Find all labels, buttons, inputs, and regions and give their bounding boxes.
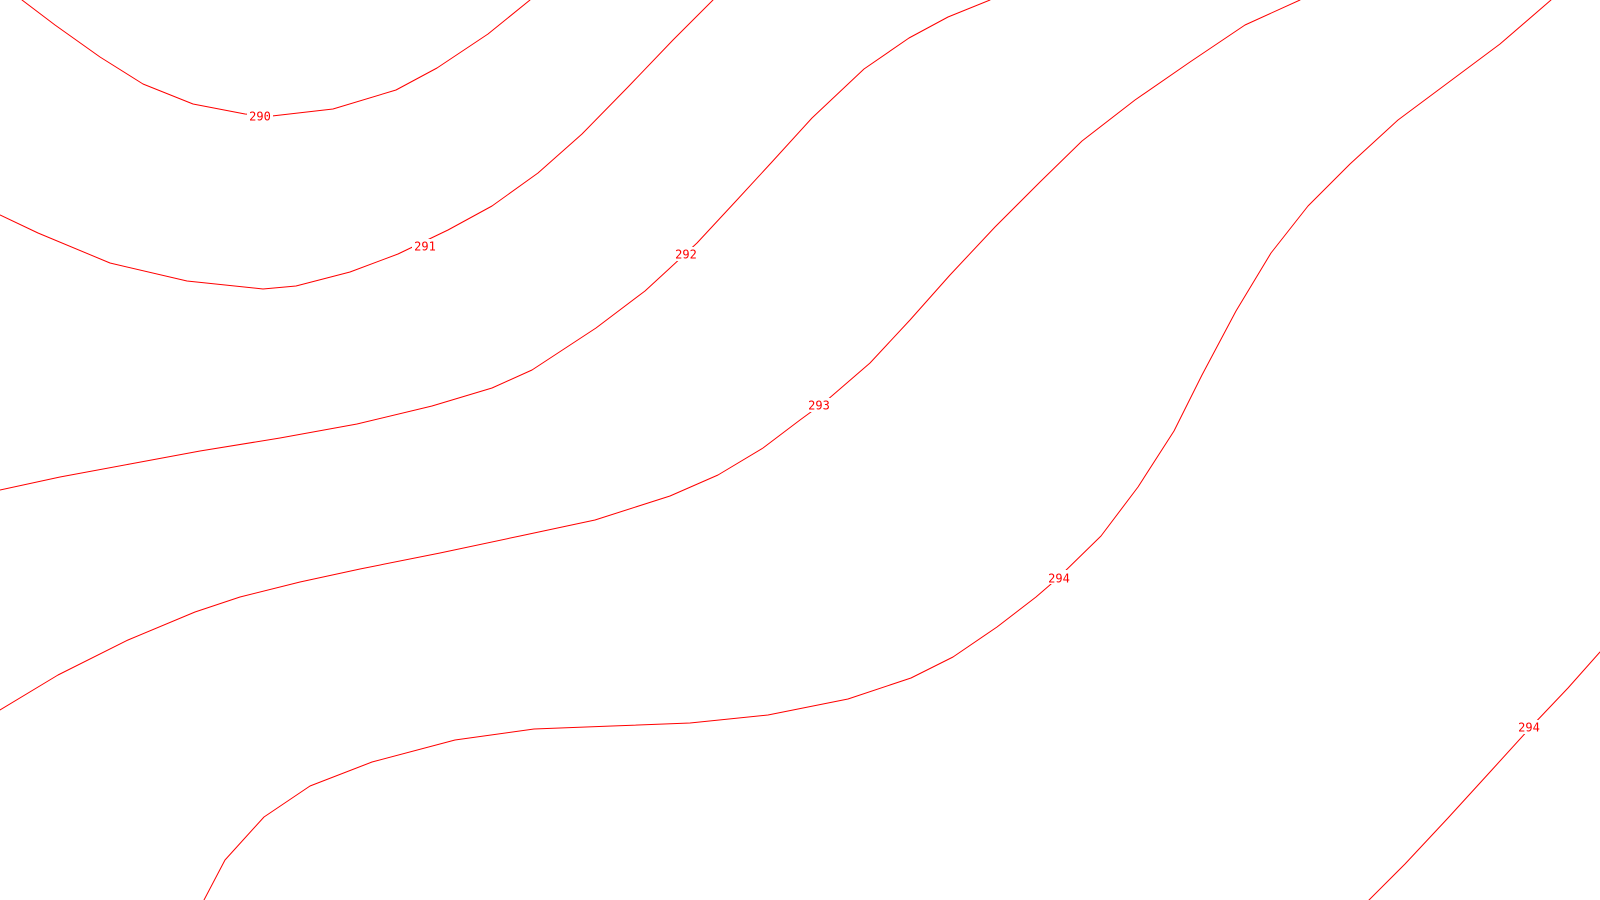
label-knockout: [1046, 570, 1072, 584]
contour-line-291: [0, 0, 714, 290]
label-knockout: [673, 247, 699, 261]
label-knockout: [1516, 720, 1542, 734]
contour-294-lower-right: 294: [1368, 651, 1600, 900]
contour-294-main: 294: [203, 0, 1552, 900]
label-knockout: [806, 398, 832, 412]
contour-293: 293: [0, 0, 1301, 711]
contour-line-294-lower-right: [1368, 651, 1600, 900]
contour-label-294: 294: [1048, 572, 1070, 586]
contour-292: 292: [0, 0, 991, 491]
contour-line-293: [0, 0, 1301, 711]
contour-line-292: [0, 0, 991, 491]
contour-label-292: 292: [675, 248, 697, 262]
contour-label-291: 291: [414, 240, 436, 254]
contour-label-290: 290: [249, 110, 271, 124]
contour-label-294-lower-right: 294: [1518, 721, 1540, 735]
contour-line-294-main: [203, 0, 1552, 900]
contour-291: 291: [0, 0, 714, 290]
contour-290: 290: [21, 0, 531, 124]
label-knockout: [412, 239, 438, 253]
label-knockout: [247, 108, 273, 122]
contour-label-293: 293: [808, 399, 830, 413]
contour-line-290: [21, 0, 531, 117]
